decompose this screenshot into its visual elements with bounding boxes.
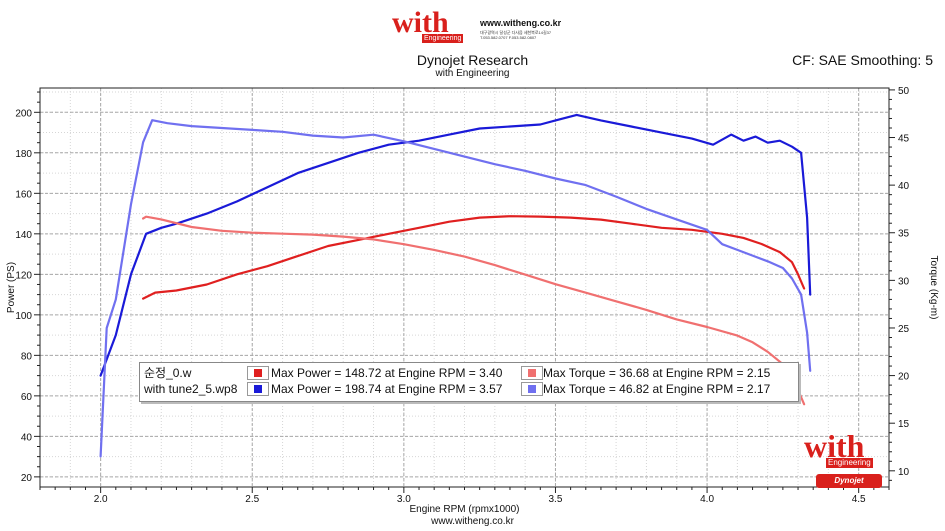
series-line-3 bbox=[99, 119, 812, 458]
y-right-tick-label: 10 bbox=[898, 467, 910, 478]
logo-address: 대구광역시 달성군 다사읍 세천북로14길37 bbox=[480, 30, 552, 35]
series-line-2 bbox=[142, 215, 806, 406]
x-tick-label: 2.0 bbox=[94, 494, 108, 505]
y-right-tick-label: 30 bbox=[898, 276, 910, 287]
legend-max-torque: Max Torque = 46.82 at Engine RPM = 2.17 bbox=[543, 382, 771, 396]
y-left-tick-label: 100 bbox=[15, 311, 32, 322]
legend-row-stock: 순정_0.w Max Power = 148.72 at Engine RPM … bbox=[140, 365, 798, 381]
legend-run-name: with tune2_5.wp8 bbox=[144, 382, 238, 396]
footer-url: www.witheng.co.kr bbox=[431, 516, 514, 527]
dynojet-badge: Dynojet bbox=[816, 474, 882, 488]
brand-logo-watermark: with Engineering Dynojet bbox=[800, 430, 890, 490]
y-left-tick-label: 160 bbox=[15, 189, 32, 200]
y-right-tick-label: 40 bbox=[898, 181, 910, 192]
y-left-tick-label: 40 bbox=[21, 432, 33, 443]
y-right-tick-label: 25 bbox=[898, 324, 910, 335]
logo-phone: T.053.582.0707 F.053.582.0807 bbox=[480, 35, 537, 40]
logo-sub: Engineering bbox=[422, 34, 464, 43]
legend-max-torque: Max Torque = 36.68 at Engine RPM = 2.15 bbox=[543, 366, 771, 380]
x-axis-label: Engine RPM (rpmx1000) bbox=[409, 504, 519, 515]
y-right-tick-label: 50 bbox=[898, 86, 910, 97]
x-tick-label: 4.5 bbox=[852, 494, 866, 505]
chart-legend: 순정_0.w Max Power = 148.72 at Engine RPM … bbox=[139, 362, 799, 402]
correction-factor-text: CF: SAE Smoothing: 5 bbox=[792, 52, 933, 68]
x-tick-label: 3.5 bbox=[549, 494, 563, 505]
y-left-tick-label: 200 bbox=[15, 108, 32, 119]
chart-title: Dynojet Research bbox=[416, 52, 529, 68]
watermark-word: with bbox=[804, 428, 865, 464]
legend-torque-swatch bbox=[521, 366, 543, 380]
legend-power-swatch bbox=[247, 382, 269, 396]
y-right-axis-label: Torque (Kg-m) bbox=[928, 256, 939, 320]
y-left-tick-label: 180 bbox=[15, 149, 32, 160]
x-tick-label: 4.0 bbox=[700, 494, 714, 505]
legend-torque-swatch bbox=[521, 382, 543, 396]
legend-row-tune: with tune2_5.wp8 Max Power = 198.74 at E… bbox=[140, 381, 798, 397]
legend-power-swatch bbox=[247, 366, 269, 380]
y-left-tick-label: 120 bbox=[15, 270, 32, 281]
legend-max-power: Max Power = 148.72 at Engine RPM = 3.40 bbox=[271, 366, 503, 380]
y-left-tick-label: 80 bbox=[21, 351, 33, 362]
y-left-tick-label: 60 bbox=[21, 392, 33, 403]
logo-word: with bbox=[392, 6, 449, 39]
y-left-tick-label: 20 bbox=[21, 473, 33, 484]
brand-logo-top: with Engineering www.witheng.co.kr 대구광역시… bbox=[392, 8, 592, 44]
logo-url: www.witheng.co.kr bbox=[480, 18, 562, 28]
x-tick-label: 2.5 bbox=[245, 494, 259, 505]
watermark-sub: Engineering bbox=[826, 458, 873, 468]
chart-subtitle: with Engineering bbox=[435, 68, 510, 79]
series-line-0 bbox=[142, 215, 806, 300]
y-right-tick-label: 45 bbox=[898, 134, 910, 145]
legend-max-power: Max Power = 198.74 at Engine RPM = 3.57 bbox=[271, 382, 503, 396]
y-left-axis-label: Power (PS) bbox=[6, 262, 17, 313]
legend-run-name: 순정_0.w bbox=[144, 366, 192, 380]
y-right-tick-label: 35 bbox=[898, 229, 910, 240]
x-tick-label: 3.0 bbox=[397, 494, 411, 505]
series-line-1 bbox=[99, 113, 812, 377]
y-right-tick-label: 15 bbox=[898, 419, 910, 430]
y-left-tick-label: 140 bbox=[15, 230, 32, 241]
y-right-tick-label: 20 bbox=[898, 372, 910, 383]
